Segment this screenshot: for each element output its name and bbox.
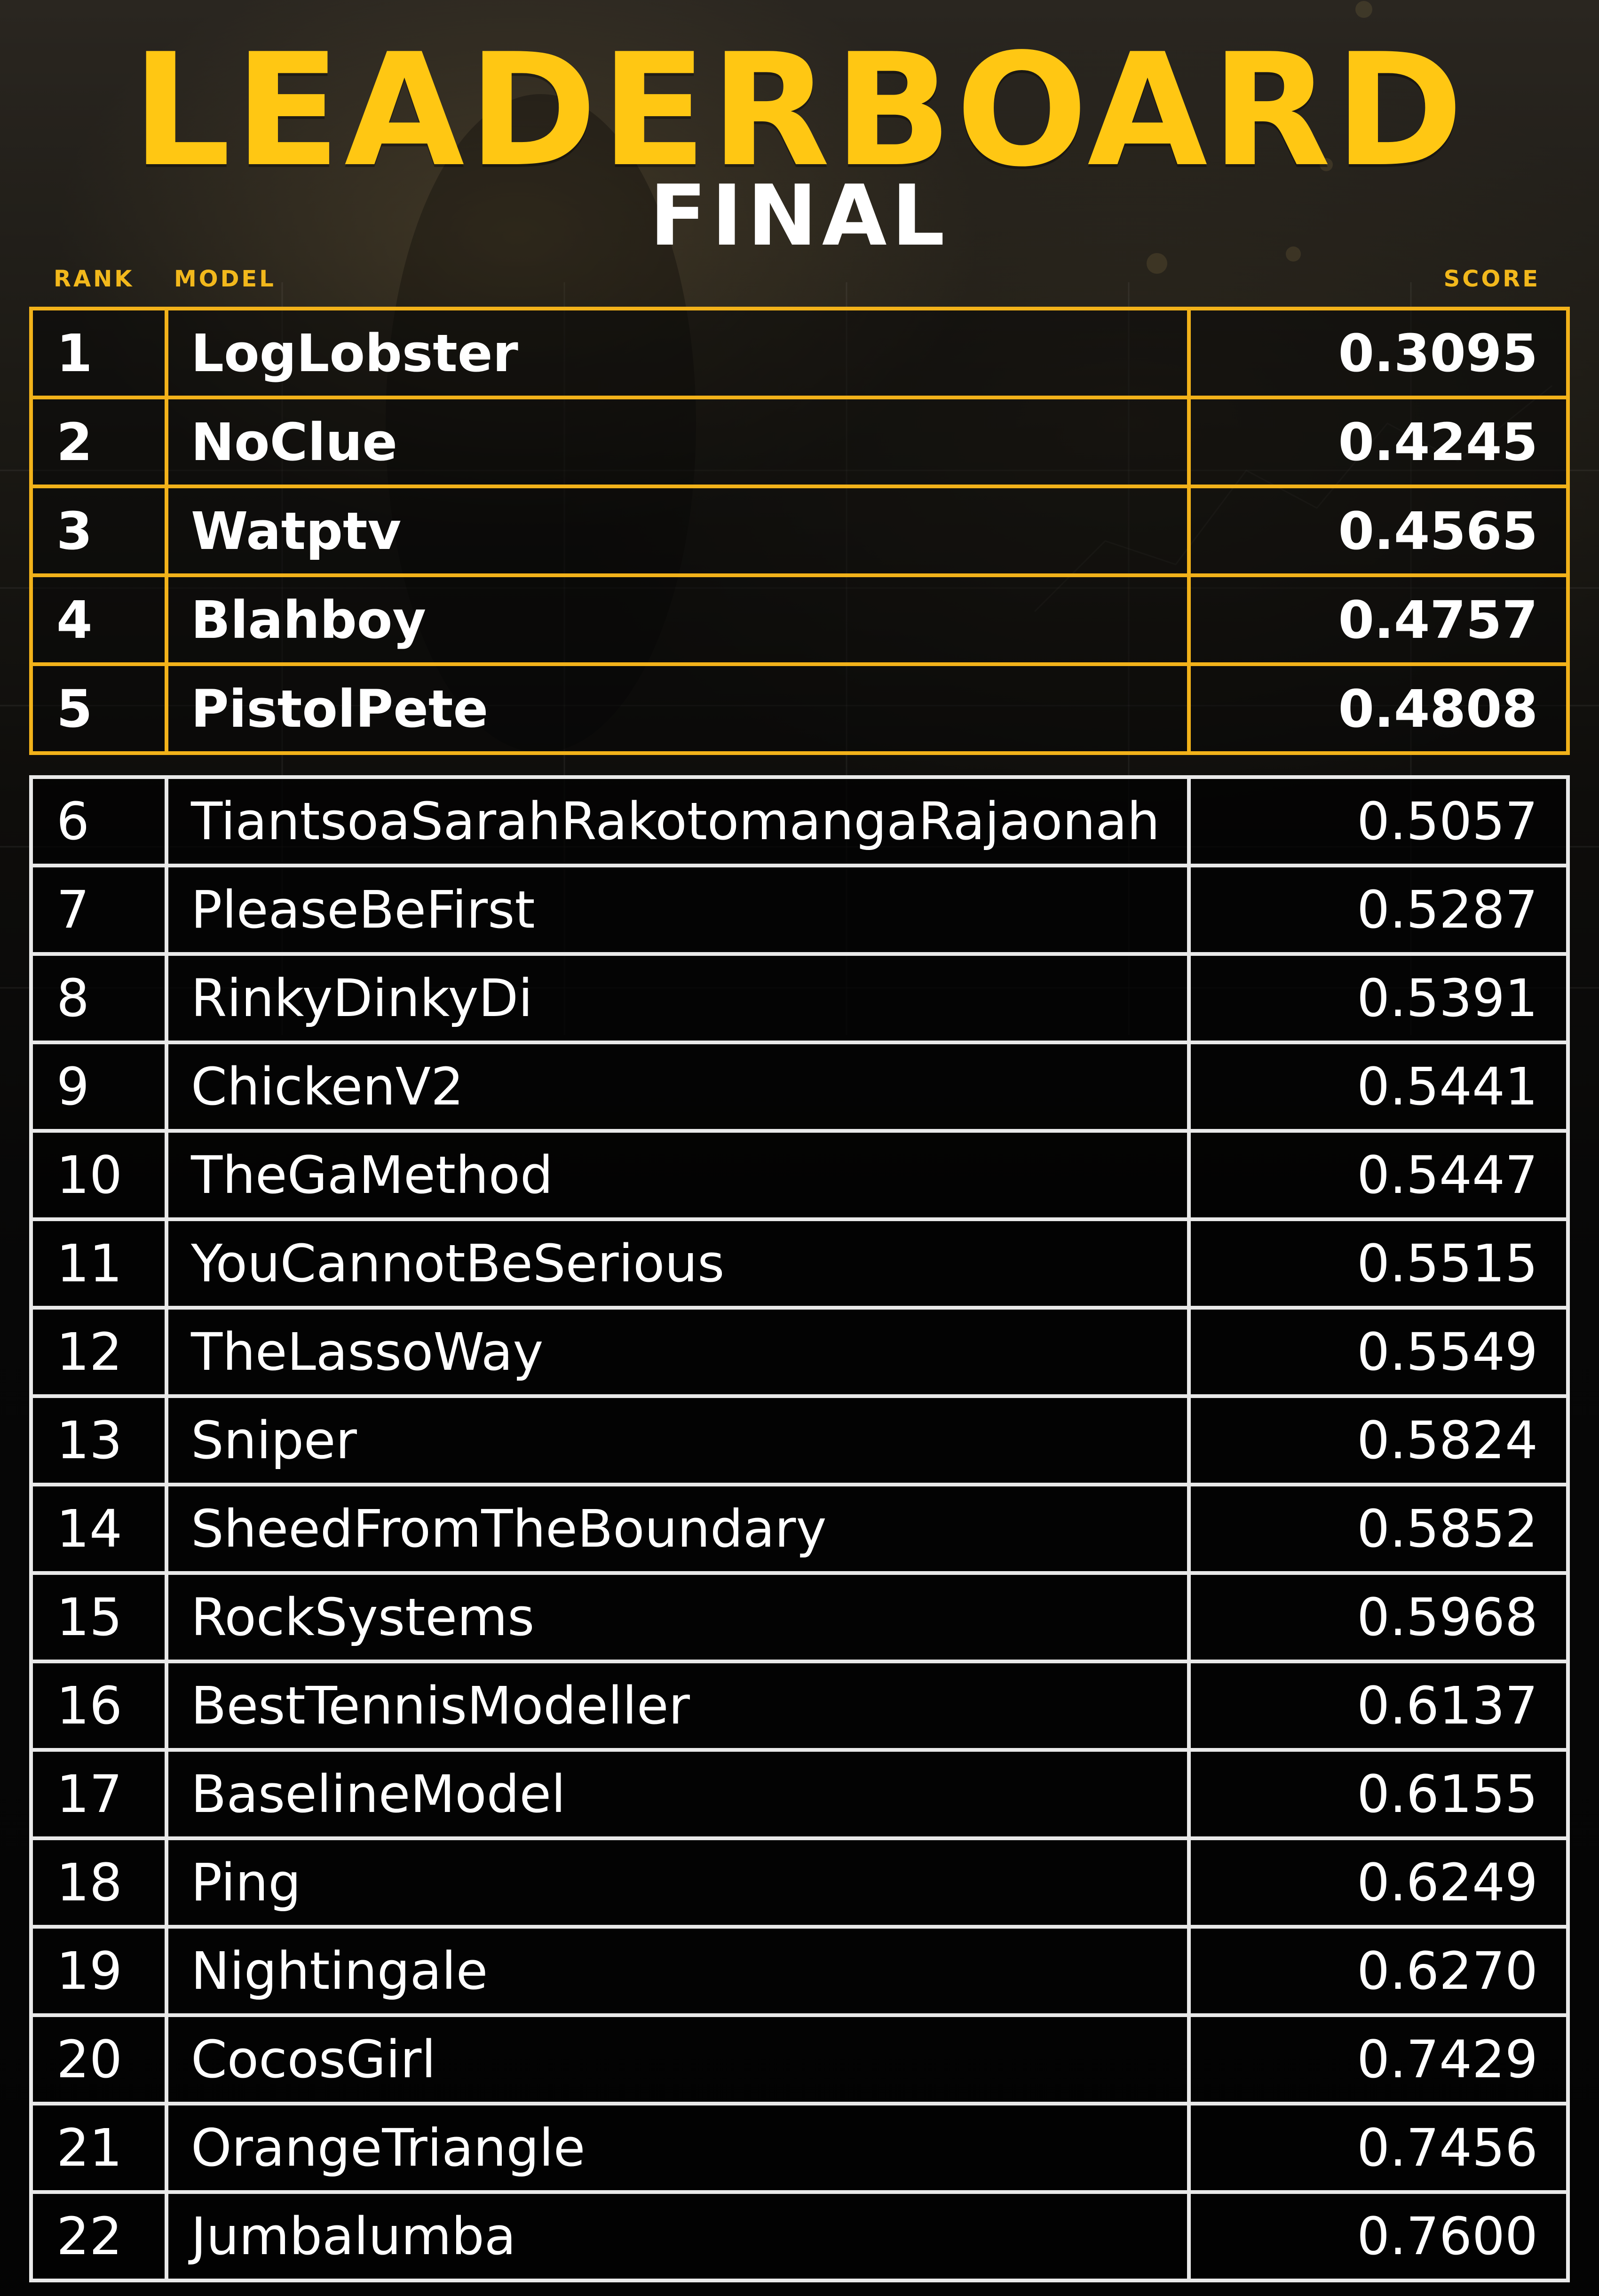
model-name-cell: Sniper — [165, 1394, 1191, 1486]
table-row: 5 PistolPete 0.4808 — [29, 662, 1570, 755]
score-cell: 0.5515 — [1187, 1217, 1570, 1310]
model-name-cell: LogLobster — [165, 307, 1191, 399]
table-row: 19 Nightingale 0.6270 — [29, 1925, 1570, 2017]
table-row: 10 TheGaMethod 0.5447 — [29, 1129, 1570, 1221]
table-row: 9 ChickenV2 0.5441 — [29, 1041, 1570, 1133]
table-row: 13 Sniper 0.5824 — [29, 1394, 1570, 1486]
score-cell: 0.4757 — [1187, 573, 1570, 666]
model-name-cell: Blahboy — [165, 573, 1191, 666]
table-row: 22 Jumbalumba 0.7600 — [29, 2190, 1570, 2282]
rank-cell: 15 — [29, 1571, 168, 1663]
model-name-cell: RockSystems — [165, 1571, 1191, 1663]
rank-cell: 10 — [29, 1129, 168, 1221]
model-name-cell: SheedFromTheBoundary — [165, 1483, 1191, 1575]
model-name-cell: OrangeTriangle — [165, 2102, 1191, 2194]
table-row: 3 Watptv 0.4565 — [29, 485, 1570, 577]
score-cell: 0.5549 — [1187, 1306, 1570, 1398]
model-name-cell: Nightingale — [165, 1925, 1191, 2017]
rank-cell: 4 — [29, 573, 168, 666]
table-row: 15 RockSystems 0.5968 — [29, 1571, 1570, 1663]
table-row: 4 Blahboy 0.4757 — [29, 573, 1570, 666]
rank-cell: 7 — [29, 864, 168, 956]
model-name-cell: TheLassoWay — [165, 1306, 1191, 1398]
score-cell: 0.7429 — [1187, 2013, 1570, 2105]
model-name-cell: Watptv — [165, 485, 1191, 577]
table-row: 17 BaselineModel 0.6155 — [29, 1748, 1570, 1840]
rank-cell: 14 — [29, 1483, 168, 1575]
rank-cell: 3 — [29, 485, 168, 577]
rank-cell: 16 — [29, 1660, 168, 1752]
model-name-cell: PistolPete — [165, 662, 1191, 755]
table-row: 7 PleaseBeFirst 0.5287 — [29, 864, 1570, 956]
table-row: 18 Ping 0.6249 — [29, 1836, 1570, 1929]
model-name-cell: ChickenV2 — [165, 1041, 1191, 1133]
rank-cell: 9 — [29, 1041, 168, 1133]
ranking-table: 6 TiantsoaSarahRakotomangaRajaonah 0.5057 7… — [29, 775, 1570, 2282]
score-cell: 0.6270 — [1187, 1925, 1570, 2017]
column-header-score: SCORE — [1443, 266, 1540, 292]
model-name-cell: NoClue — [165, 396, 1191, 488]
rank-cell: 17 — [29, 1748, 168, 1840]
score-cell: 0.7456 — [1187, 2102, 1570, 2194]
score-cell: 0.5824 — [1187, 1394, 1570, 1486]
score-cell: 0.3095 — [1187, 307, 1570, 399]
score-cell: 0.4565 — [1187, 485, 1570, 577]
score-cell: 0.5441 — [1187, 1041, 1570, 1133]
table-row: 8 RinkyDinkyDi 0.5391 — [29, 952, 1570, 1044]
rank-cell: 12 — [29, 1306, 168, 1398]
page-subtitle: FINAL — [649, 167, 950, 264]
model-name-cell: YouCannotBeSerious — [165, 1217, 1191, 1310]
table-row: 1 LogLobster 0.3095 — [29, 307, 1570, 399]
rank-cell: 21 — [29, 2102, 168, 2194]
rank-cell: 20 — [29, 2013, 168, 2105]
score-cell: 0.6137 — [1187, 1660, 1570, 1752]
top-five-table: 1 LogLobster 0.3095 2 NoClue 0.4245 3 Watptv 0.4… — [29, 307, 1570, 755]
rank-cell: 1 — [29, 307, 168, 399]
rank-cell: 22 — [29, 2190, 168, 2282]
score-cell: 0.6155 — [1187, 1748, 1570, 1840]
model-name-cell: TiantsoaSarahRakotomangaRajaonah — [165, 775, 1191, 867]
model-name-cell: BestTennisModeller — [165, 1660, 1191, 1752]
score-cell: 0.5391 — [1187, 952, 1570, 1044]
table-row: 21 OrangeTriangle 0.7456 — [29, 2102, 1570, 2194]
rank-cell: 19 — [29, 1925, 168, 2017]
model-name-cell: Jumbalumba — [165, 2190, 1191, 2282]
rank-cell: 18 — [29, 1836, 168, 1929]
model-name-cell: BaselineModel — [165, 1748, 1191, 1840]
score-cell: 0.4808 — [1187, 662, 1570, 755]
table-row: 6 TiantsoaSarahRakotomangaRajaonah 0.5057 — [29, 775, 1570, 867]
model-name-cell: TheGaMethod — [165, 1129, 1191, 1221]
rank-cell: 13 — [29, 1394, 168, 1486]
rank-cell: 8 — [29, 952, 168, 1044]
score-cell: 0.5287 — [1187, 864, 1570, 956]
model-name-cell: PleaseBeFirst — [165, 864, 1191, 956]
model-name-cell: CocosGirl — [165, 2013, 1191, 2105]
score-cell: 0.5968 — [1187, 1571, 1570, 1663]
rank-cell: 5 — [29, 662, 168, 755]
score-cell: 0.6249 — [1187, 1836, 1570, 1929]
model-name-cell: RinkyDinkyDi — [165, 952, 1191, 1044]
column-header-rank: RANK — [54, 266, 135, 292]
table-row: 20 CocosGirl 0.7429 — [29, 2013, 1570, 2105]
table-row: 12 TheLassoWay 0.5549 — [29, 1306, 1570, 1398]
score-cell: 0.7600 — [1187, 2190, 1570, 2282]
score-cell: 0.5057 — [1187, 775, 1570, 867]
rank-cell: 2 — [29, 396, 168, 488]
rank-cell: 11 — [29, 1217, 168, 1310]
rank-cell: 6 — [29, 775, 168, 867]
table-row: 14 SheedFromTheBoundary 0.5852 — [29, 1483, 1570, 1575]
table-row: 16 BestTennisModeller 0.6137 — [29, 1660, 1570, 1752]
page-title: LEADERBOARD — [132, 20, 1467, 201]
score-cell: 0.4245 — [1187, 396, 1570, 488]
score-cell: 0.5852 — [1187, 1483, 1570, 1575]
score-cell: 0.5447 — [1187, 1129, 1570, 1221]
table-row: 2 NoClue 0.4245 — [29, 396, 1570, 488]
column-header-model: MODEL — [174, 266, 276, 292]
table-row: 11 YouCannotBeSerious 0.5515 — [29, 1217, 1570, 1310]
model-name-cell: Ping — [165, 1836, 1191, 1929]
